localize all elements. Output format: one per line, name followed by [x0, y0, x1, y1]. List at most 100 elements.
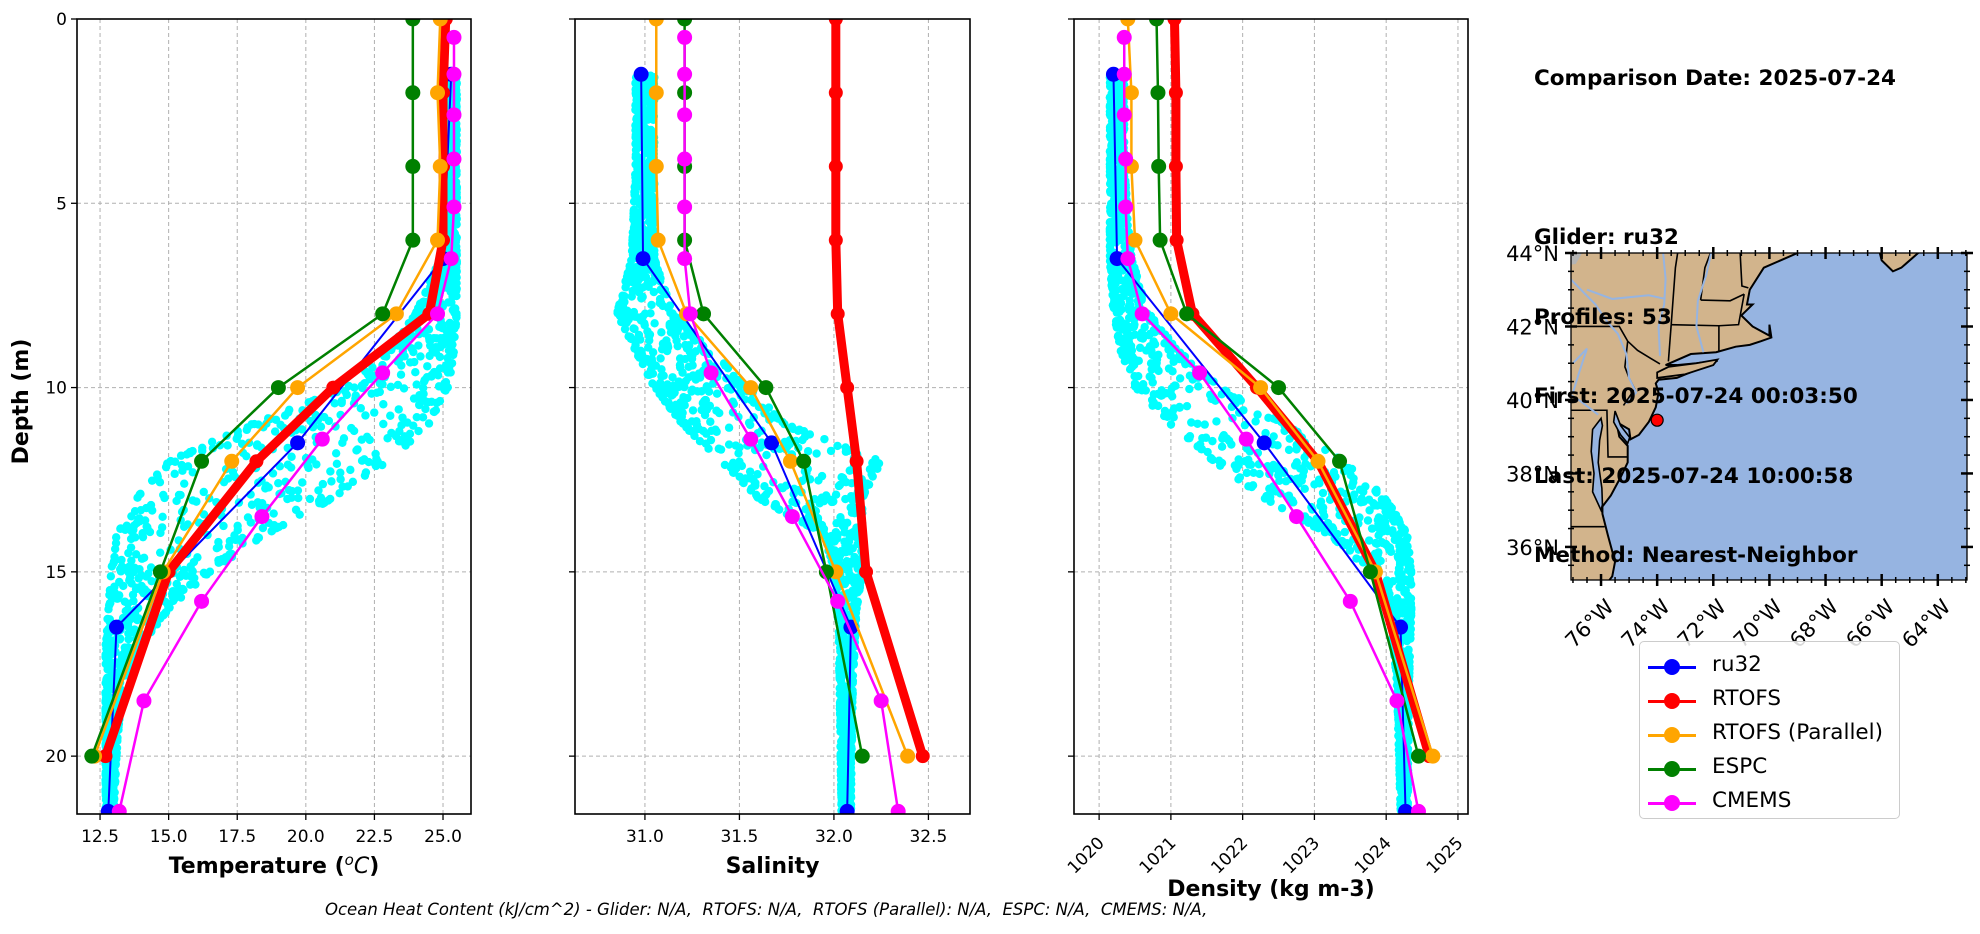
series-point	[1389, 693, 1405, 709]
glider-scatter-point	[318, 479, 328, 489]
glider-scatter-point	[348, 477, 358, 487]
series-point	[1116, 29, 1132, 45]
glider-scatter-point	[1105, 242, 1115, 251]
glider-scatter-point	[688, 385, 697, 394]
glider-scatter-point	[124, 567, 133, 577]
glider-scatter-point	[665, 301, 675, 310]
x-tick-label: 25.0	[424, 827, 462, 847]
glider-scatter-point	[678, 368, 687, 377]
glider-scatter-point	[400, 432, 409, 441]
series-point	[446, 151, 462, 167]
legend-label: RTOFS (Parallel)	[1712, 720, 1884, 745]
glider-scatter-point	[131, 550, 141, 559]
series-point	[782, 453, 798, 469]
glider-scatter-point	[319, 497, 329, 507]
x-tick-label: 32.5	[909, 827, 947, 847]
glider-scatter-point	[819, 496, 829, 506]
glider-scatter-point	[1367, 524, 1377, 533]
y-axis-title: Depth (m)	[9, 339, 34, 465]
axes-frame	[76, 18, 472, 815]
glider-scatter-point	[188, 567, 197, 576]
series-point	[1134, 306, 1150, 322]
glider-scatter-point	[1187, 418, 1196, 427]
glider-scatter-point	[175, 572, 185, 582]
plot-area	[613, 19, 930, 814]
glider-scatter-point	[826, 446, 836, 456]
series-point	[446, 66, 462, 82]
legend-label: ru32	[1712, 652, 1762, 677]
series-point	[830, 593, 846, 609]
series-point	[635, 251, 651, 267]
glider-scatter-point	[697, 387, 706, 396]
state-border	[1670, 253, 1679, 325]
glider-scatter-point	[837, 473, 846, 482]
series-point	[703, 365, 719, 381]
glider-scatter-point	[1400, 536, 1409, 546]
glider-scatter-point	[346, 465, 355, 475]
glider-scatter-point	[665, 321, 674, 330]
glider-scatter-point	[428, 346, 437, 355]
legend-label: ESPC	[1712, 754, 1768, 779]
glider-scatter-point	[111, 758, 120, 768]
legend-item-ru32: ru32	[1640, 650, 1899, 684]
series-cmems	[677, 29, 906, 814]
series-point	[677, 199, 693, 215]
glider-scatter-point	[436, 334, 445, 343]
glider-scatter-point	[1240, 420, 1250, 430]
glider-scatter-point	[657, 365, 666, 374]
state-border	[1739, 253, 1749, 289]
glider-scatter-point	[1284, 491, 1294, 500]
glider-scatter-point	[1394, 597, 1404, 606]
glider-scatter-point	[692, 417, 701, 426]
glider-scatter-point	[1261, 428, 1270, 438]
glider-scatter-point	[712, 406, 721, 415]
glider-scatter-point	[409, 347, 418, 357]
x-tick-label: 22.5	[355, 827, 393, 847]
glider-scatter-point	[684, 362, 693, 372]
glider-scatter-point	[851, 532, 860, 542]
glider-scatter-point	[169, 596, 178, 606]
glider-scatter-point	[446, 344, 456, 353]
state-border	[1671, 294, 1745, 327]
series-point	[109, 619, 125, 635]
glider-scatter-point	[1127, 352, 1136, 361]
glider-scatter-point	[793, 485, 803, 495]
series-point	[1425, 748, 1441, 764]
series-point	[432, 19, 448, 27]
glider-scatter-point	[263, 414, 273, 423]
legend-item-espc: ESPC	[1640, 752, 1899, 786]
glider-scatter-point	[116, 567, 126, 576]
glider-scatter-point	[1116, 293, 1126, 302]
glider-scatter-point	[105, 657, 114, 666]
glider-scatter-point	[1406, 604, 1416, 614]
glider-scatter-point	[649, 202, 659, 212]
glider-scatter-point	[831, 490, 841, 499]
glider-scatter-point	[697, 405, 706, 415]
glider-scatter-point	[412, 380, 421, 389]
glider-scatter-point	[1390, 517, 1399, 526]
series-point	[1118, 151, 1134, 167]
glider-scatter-point	[698, 398, 708, 408]
glider-scatter-point	[1212, 417, 1221, 426]
glider-scatter-point	[139, 588, 148, 598]
glider-scatter-point	[691, 347, 701, 356]
glider-scatter-point	[629, 240, 639, 250]
glider-scatter-point	[1356, 498, 1366, 507]
glider-scatter-point	[104, 605, 113, 614]
series-point	[890, 803, 906, 814]
glider-scatter-point	[778, 483, 787, 493]
glider-scatter-point	[833, 534, 842, 543]
glider-scatter-point	[365, 374, 375, 384]
y-tick-label: 10	[45, 379, 67, 399]
info-spacer	[1534, 146, 1896, 173]
glider-scatter-point	[316, 422, 326, 431]
glider-scatter-point	[753, 493, 762, 502]
glider-scatter-point	[684, 330, 693, 339]
glider-scatter-point	[642, 182, 651, 192]
glider-scatter-point	[1395, 560, 1405, 569]
glider-scatter-point	[1106, 93, 1115, 102]
glider-scatter-point	[678, 408, 687, 417]
glider-scatter-point	[136, 571, 146, 580]
axes-frame	[1073, 18, 1469, 815]
